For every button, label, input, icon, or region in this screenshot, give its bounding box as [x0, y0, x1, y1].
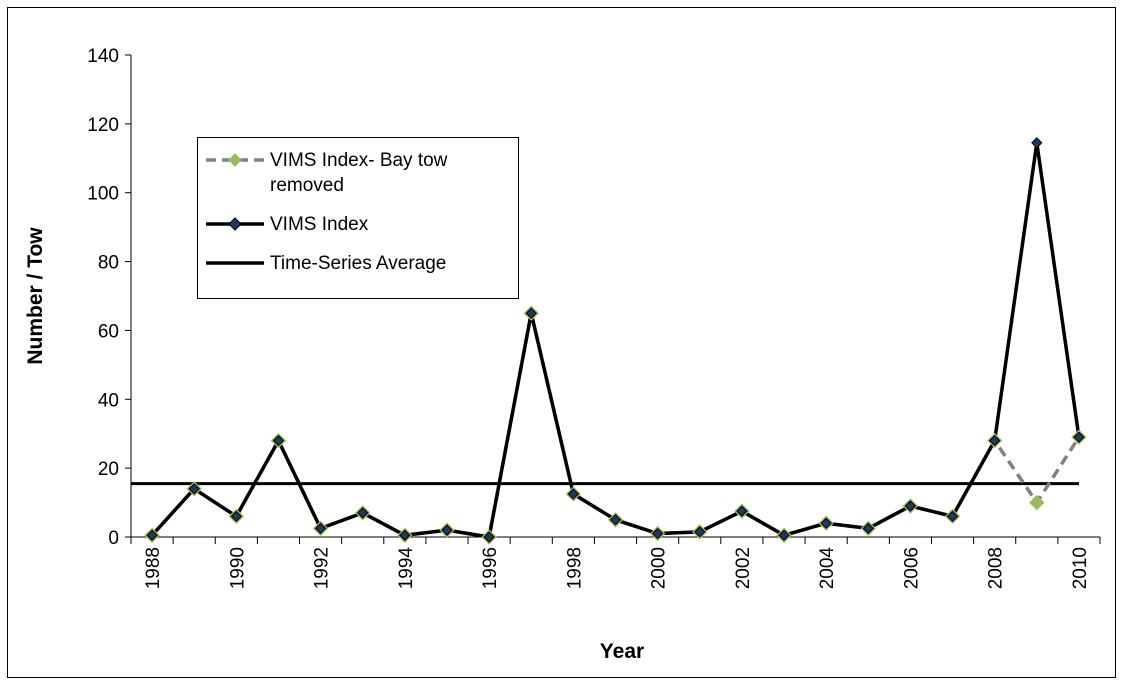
x-axis-label: Year: [600, 640, 644, 663]
x-tick-label: 1998: [564, 547, 585, 589]
data-point: [357, 507, 369, 519]
x-tick-label: 1994: [396, 547, 417, 590]
legend-label: VIMS Index: [270, 214, 369, 235]
data-point: [904, 500, 917, 512]
data-point: [862, 522, 874, 535]
data-point: [1031, 137, 1043, 149]
x-tick-label: 2004: [817, 547, 838, 590]
y-tick-label: 140: [87, 46, 119, 67]
y-axis-label: Number / Tow: [24, 227, 47, 365]
data-point: [483, 531, 495, 543]
data-point: [1073, 431, 1085, 443]
x-tick-label: 2002: [733, 547, 754, 589]
y-tick-label: 0: [108, 528, 119, 549]
legend-entry: Time-Series Average: [204, 251, 512, 276]
y-tick-label: 120: [87, 115, 119, 136]
legend-entry: VIMS Index- Bay tow removed: [204, 148, 512, 198]
data-point: [609, 514, 622, 526]
legend-swatch: [206, 217, 264, 231]
legend-swatch: [206, 153, 264, 167]
data-point: [146, 529, 158, 541]
y-tick-label: 20: [98, 459, 119, 480]
x-tick-label: 2010: [1070, 547, 1091, 589]
legend-entry: VIMS Index: [204, 212, 512, 237]
data-point: [525, 307, 537, 319]
chart-border: [7, 7, 1116, 678]
legend: VIMS Index- Bay tow removed VIMS Index Tim…: [197, 137, 519, 299]
x-tick-label: 1990: [227, 547, 248, 589]
x-tick-label: 2006: [901, 547, 922, 589]
y-tick-label: 60: [98, 321, 119, 342]
legend-marker: [228, 153, 242, 167]
y-tick-label: 40: [98, 390, 119, 411]
legend-swatch: [206, 261, 264, 265]
data-point: [314, 522, 327, 535]
data-point: [778, 529, 790, 541]
data-point: [1029, 494, 1045, 511]
x-tick-label: 1988: [143, 547, 164, 589]
x-tick-label: 2008: [986, 547, 1007, 589]
data-point: [567, 488, 580, 500]
data-point: [441, 524, 453, 536]
data-point: [946, 510, 959, 523]
data-point: [651, 527, 664, 540]
y-tick-label: 100: [87, 184, 119, 205]
data-point: [820, 517, 832, 529]
x-tick-label: 1992: [312, 547, 333, 589]
data-point: [694, 526, 706, 538]
data-point: [272, 434, 285, 447]
legend-label: VIMS Index- Bay tow removed: [270, 150, 448, 196]
data-point: [736, 505, 748, 517]
x-tick-label: 1996: [480, 547, 501, 589]
legend-marker: [228, 217, 242, 231]
y-tick-label: 80: [98, 253, 119, 274]
legend-label: Time-Series Average: [270, 253, 447, 274]
data-point: [230, 510, 243, 523]
data-point: [988, 434, 1001, 447]
x-tick-label: 2000: [649, 547, 670, 589]
data-point: [188, 483, 200, 495]
data-point: [399, 529, 411, 541]
